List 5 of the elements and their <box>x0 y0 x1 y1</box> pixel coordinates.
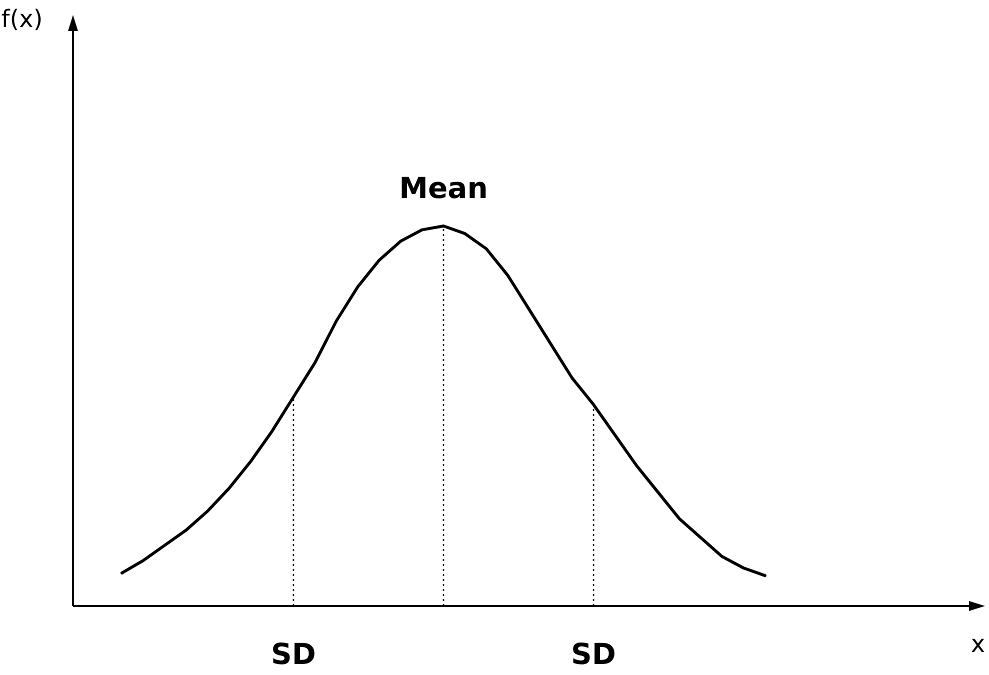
text: x <box>970 630 986 658</box>
text: f(x) <box>1 5 43 33</box>
text: Mean <box>399 171 488 205</box>
x-tick-label: SD <box>270 637 316 671</box>
x-tick-label: SD <box>571 637 616 671</box>
